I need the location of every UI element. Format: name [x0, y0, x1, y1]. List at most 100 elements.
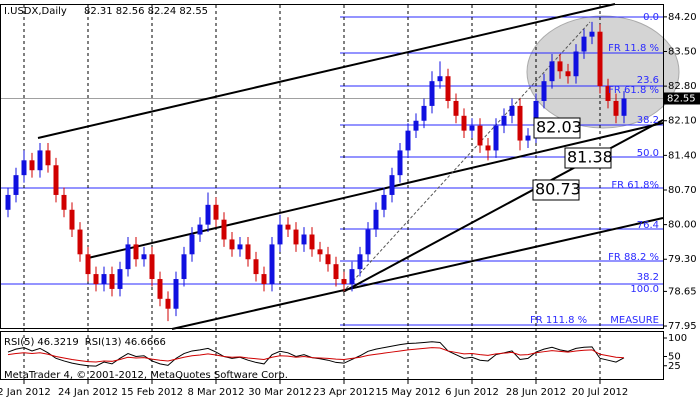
candle-body	[389, 175, 395, 195]
candle-body	[285, 224, 291, 230]
candle-body	[349, 269, 355, 284]
candle-body	[341, 279, 347, 284]
candle-body	[237, 244, 243, 250]
y-tick-label: 81.40	[668, 150, 697, 161]
annotation: FR 61.8%	[611, 180, 659, 191]
legend-value: 46.3219	[37, 337, 78, 348]
candle-body	[373, 209, 379, 230]
y-tick-label: 77.95	[668, 321, 697, 332]
legend-label: RSI(13)	[85, 337, 122, 348]
candle-body	[189, 234, 195, 255]
fib-trend-line	[342, 21, 591, 293]
candle-body	[405, 130, 411, 151]
candle-body	[549, 61, 555, 82]
candle-body	[229, 239, 235, 250]
candle-body	[53, 165, 59, 195]
annotation: 76.4	[637, 220, 659, 231]
candle-body	[421, 105, 427, 121]
candle-body	[317, 249, 323, 255]
candle-body	[493, 125, 499, 151]
annotation: 38.2	[637, 115, 659, 126]
candle-body	[5, 194, 11, 210]
candle-body	[485, 145, 491, 151]
legend-value: 46.6666	[125, 337, 166, 348]
candle-body	[29, 160, 35, 171]
y-tick-label: 84.20	[668, 12, 697, 23]
ohlc-header: 82.31 82.56 82.24 82.55	[84, 6, 208, 17]
candle-body	[205, 204, 211, 225]
candle-body	[437, 76, 443, 82]
candle-body	[565, 71, 571, 77]
annotation: FR 88.2 %	[608, 252, 659, 263]
candle-body	[501, 115, 507, 126]
candle-body	[85, 254, 91, 275]
candle-body	[621, 98, 627, 116]
candle-body	[165, 298, 171, 309]
y-tick-label: 83.50	[668, 46, 697, 57]
candle-body	[21, 160, 27, 176]
annotation: FR 111.8 %	[530, 315, 587, 326]
candle-body	[381, 194, 387, 210]
candle-body	[221, 219, 227, 240]
candle-body	[301, 234, 307, 245]
candle-body	[149, 254, 155, 280]
candle-body	[605, 86, 611, 101]
price-box	[532, 179, 580, 201]
candles	[5, 21, 627, 322]
x-tick-label: 28 Jun 2012	[506, 387, 566, 398]
x-tick-label: 15 May 2012	[375, 387, 440, 398]
y-tick-label: 79.30	[668, 254, 697, 265]
candle-body	[197, 224, 203, 235]
rsi-tick-label: 50	[668, 352, 681, 363]
candle-body	[525, 135, 531, 141]
candle-body	[453, 100, 459, 116]
candle-body	[461, 115, 467, 131]
annotation: FR 11.8 %	[608, 43, 659, 54]
candle-body	[213, 204, 219, 220]
candle-body	[589, 31, 595, 37]
candle-body	[45, 150, 51, 166]
y-tick-label: 78.65	[668, 286, 697, 297]
channel-line	[87, 122, 664, 259]
candle-body	[13, 175, 19, 195]
candle-body	[413, 120, 419, 131]
candle-body	[557, 61, 563, 72]
y-tick-label: 82.80	[668, 81, 697, 92]
annotation: 81.38	[567, 148, 613, 167]
candle-body	[277, 224, 283, 245]
x-tick-label: 23 Apr 2012	[313, 387, 375, 398]
candle-body	[77, 229, 83, 255]
x-tick-label: 15 Feb 2012	[121, 387, 183, 398]
price-box	[564, 147, 612, 169]
y-tick-label: 82.10	[668, 116, 697, 127]
plot-frame	[0, 4, 664, 329]
candle-body	[261, 274, 267, 284]
candle-body	[117, 269, 123, 289]
footer: MetaTrader 4, © 2001-2012, MetaQuotes So…	[4, 370, 288, 381]
x-tick-label: 8 Mar 2012	[187, 387, 244, 398]
candle-body	[357, 254, 363, 270]
channel-line	[171, 217, 664, 330]
candle-body	[133, 244, 139, 260]
channel-line	[37, 3, 616, 139]
chart-title: I.USDX,Daily	[4, 6, 67, 17]
annotations: 0.0 FR 11.8 % 23.6FR 61.8 % 38.2 50.0 FR 61.8…	[530, 12, 659, 326]
annotation: 50.0	[637, 148, 659, 159]
x-tick-label: 30 Mar 2012	[248, 387, 311, 398]
x-tick-label: 2 Jan 2012	[0, 387, 51, 398]
annotation: MEASURE	[610, 315, 659, 326]
candle-body	[157, 279, 163, 299]
rsi-tick-label: 25	[668, 361, 681, 372]
annotation: 82.03	[536, 118, 582, 137]
annotation: 80.73	[535, 180, 581, 199]
candle-body	[109, 274, 115, 289]
candle-body	[365, 229, 371, 255]
candle-body	[445, 76, 451, 101]
annotation: 100.0	[630, 284, 659, 295]
candle-body	[429, 81, 435, 106]
candle-body	[37, 150, 43, 171]
candle-body	[469, 125, 475, 131]
highlight-ellipse	[526, 15, 680, 129]
